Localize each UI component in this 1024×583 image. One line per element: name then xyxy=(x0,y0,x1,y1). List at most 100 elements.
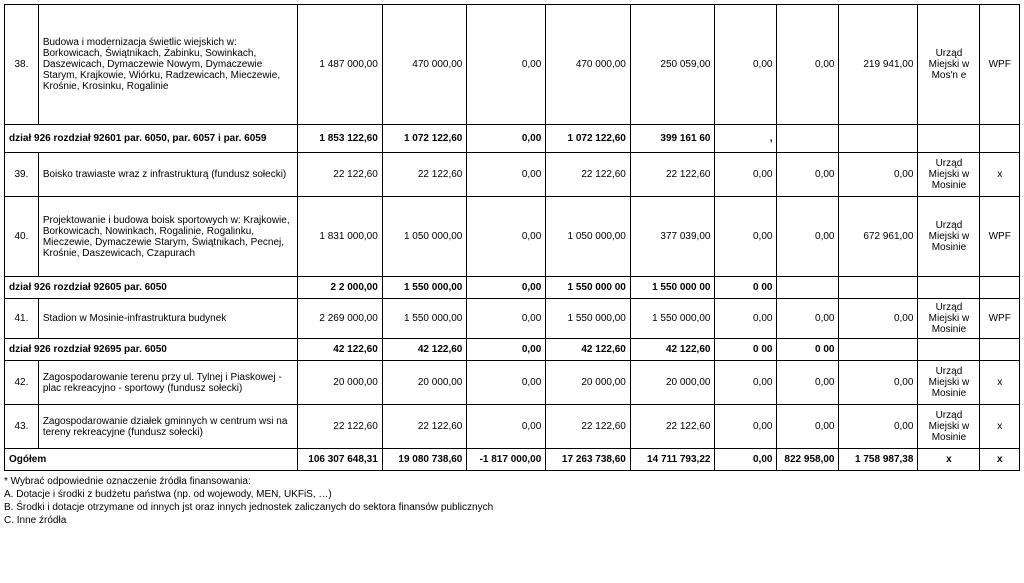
cell: 20 000,00 xyxy=(546,361,631,405)
table-row: 38. Budowa i modernizacja świetlic wiejs… xyxy=(5,5,1020,125)
cell: 1 831 000,00 xyxy=(298,197,383,277)
cell: -1 817 000,00 xyxy=(467,449,546,471)
cell xyxy=(918,125,980,153)
row-desc: Stadion w Mosinie-infrastruktura budynek xyxy=(38,299,297,339)
cell: 470 000,00 xyxy=(382,5,467,125)
cell: 250 059,00 xyxy=(630,5,715,125)
cell: 42 122,60 xyxy=(630,339,715,361)
cell: 0,00 xyxy=(467,197,546,277)
cell: 0,00 xyxy=(839,361,918,405)
cell: x xyxy=(918,449,980,471)
cell xyxy=(777,125,839,153)
cell: 0,00 xyxy=(715,361,777,405)
row-desc: Zagospodarowanie terenu przy ul. Tylnej … xyxy=(38,361,297,405)
cell: 219 941,00 xyxy=(839,5,918,125)
cell: 22 122,60 xyxy=(546,153,631,197)
row-num: 42. xyxy=(5,361,39,405)
cell: 0,00 xyxy=(777,5,839,125)
cell: 0,00 xyxy=(467,277,546,299)
unit-cell: Urząd Miejski w Mosinie xyxy=(918,299,980,339)
footnote-line: B. Środki i dotacje otrzymane od innych … xyxy=(4,501,1020,514)
row-num: 40. xyxy=(5,197,39,277)
cell: 399 161 60 xyxy=(630,125,715,153)
cell: 2 269 000,00 xyxy=(298,299,383,339)
cell: 22 122,60 xyxy=(382,405,467,449)
cell: 0,00 xyxy=(715,5,777,125)
row-num: 38. xyxy=(5,5,39,125)
cell: 0,00 xyxy=(467,361,546,405)
cell: 20 000,00 xyxy=(382,361,467,405)
cell: 22 122,60 xyxy=(298,153,383,197)
cell: 377 039,00 xyxy=(630,197,715,277)
total-row: Ogółem 106 307 648,31 19 080 738,60 -1 8… xyxy=(5,449,1020,471)
cell: 106 307 648,31 xyxy=(298,449,383,471)
cell: 672 961,00 xyxy=(839,197,918,277)
cell: 1 853 122,60 xyxy=(298,125,383,153)
unit-cell: Urząd Miejski w Mosinie xyxy=(918,197,980,277)
row-desc: Projektowanie i budowa boisk sportowych … xyxy=(38,197,297,277)
cell: 22 122,60 xyxy=(546,405,631,449)
budget-table: 38. Budowa i modernizacja świetlic wiejs… xyxy=(4,4,1020,471)
cell: 0,00 xyxy=(467,125,546,153)
cell: 1 050 000,00 xyxy=(546,197,631,277)
cell: 0,00 xyxy=(839,153,918,197)
cell: 470 000,00 xyxy=(546,5,631,125)
cell: 0 00 xyxy=(715,339,777,361)
cell: 42 122,60 xyxy=(382,339,467,361)
section-row: dział 926 rozdział 92695 par. 6050 42 12… xyxy=(5,339,1020,361)
cell xyxy=(839,277,918,299)
cell: 1 487 000,00 xyxy=(298,5,383,125)
cell: 22 122,60 xyxy=(630,405,715,449)
cell: 1 072 122,60 xyxy=(382,125,467,153)
cell: 0,00 xyxy=(467,5,546,125)
unit-cell: Urząd Miejski w Mosinie xyxy=(918,361,980,405)
table-row: 41. Stadion w Mosinie-infrastruktura bud… xyxy=(5,299,1020,339)
last-cell: x xyxy=(980,405,1020,449)
cell: 1 758 987,38 xyxy=(839,449,918,471)
cell: 22 122,60 xyxy=(630,153,715,197)
cell xyxy=(980,277,1020,299)
cell: 0,00 xyxy=(715,299,777,339)
cell: , xyxy=(715,125,777,153)
cell: 0,00 xyxy=(467,405,546,449)
cell: 0 00 xyxy=(777,339,839,361)
cell: 42 122,60 xyxy=(298,339,383,361)
cell: 1 550 000,00 xyxy=(382,299,467,339)
cell: 1 050 000,00 xyxy=(382,197,467,277)
cell: 42 122,60 xyxy=(546,339,631,361)
cell: 14 711 793,22 xyxy=(630,449,715,471)
cell: 0,00 xyxy=(777,361,839,405)
cell: 1 550 000 00 xyxy=(630,277,715,299)
cell: 0 00 xyxy=(715,277,777,299)
table-row: 39. Boisko trawiaste wraz z infrastruktu… xyxy=(5,153,1020,197)
section-label: dział 926 rozdział 92601 par. 6050, par.… xyxy=(5,125,298,153)
cell: 1 550 000,00 xyxy=(382,277,467,299)
cell: 0,00 xyxy=(839,405,918,449)
cell: 22 122,60 xyxy=(382,153,467,197)
row-desc: Budowa i modernizacja świetlic wiejskich… xyxy=(38,5,297,125)
cell: 822 958,00 xyxy=(777,449,839,471)
footnote-line: * Wybrać odpowiednie oznaczenie źródła f… xyxy=(4,475,1020,488)
cell: 17 263 738,60 xyxy=(546,449,631,471)
row-desc: Zagospodarowanie działek gminnych w cent… xyxy=(38,405,297,449)
unit-cell: Urząd Miejski w Mos'n e xyxy=(918,5,980,125)
cell xyxy=(980,339,1020,361)
table-row: 43. Zagospodarowanie działek gminnych w … xyxy=(5,405,1020,449)
cell xyxy=(980,125,1020,153)
last-cell: WPF xyxy=(980,299,1020,339)
section-label: dział 926 rozdział 92695 par. 6050 xyxy=(5,339,298,361)
cell: 22 122,60 xyxy=(298,405,383,449)
cell: 19 080 738,60 xyxy=(382,449,467,471)
cell: 0,00 xyxy=(777,197,839,277)
cell xyxy=(839,339,918,361)
cell: 1 550 000,00 xyxy=(630,299,715,339)
unit-cell: Urząd Miejski w Mosinie xyxy=(918,405,980,449)
cell: 1 550 000,00 xyxy=(546,299,631,339)
cell: 0,00 xyxy=(715,197,777,277)
total-label: Ogółem xyxy=(5,449,298,471)
cell: 0,00 xyxy=(839,299,918,339)
cell: 1 550 000 00 xyxy=(546,277,631,299)
cell: 0,00 xyxy=(467,153,546,197)
table-row: 40. Projektowanie i budowa boisk sportow… xyxy=(5,197,1020,277)
cell xyxy=(839,125,918,153)
